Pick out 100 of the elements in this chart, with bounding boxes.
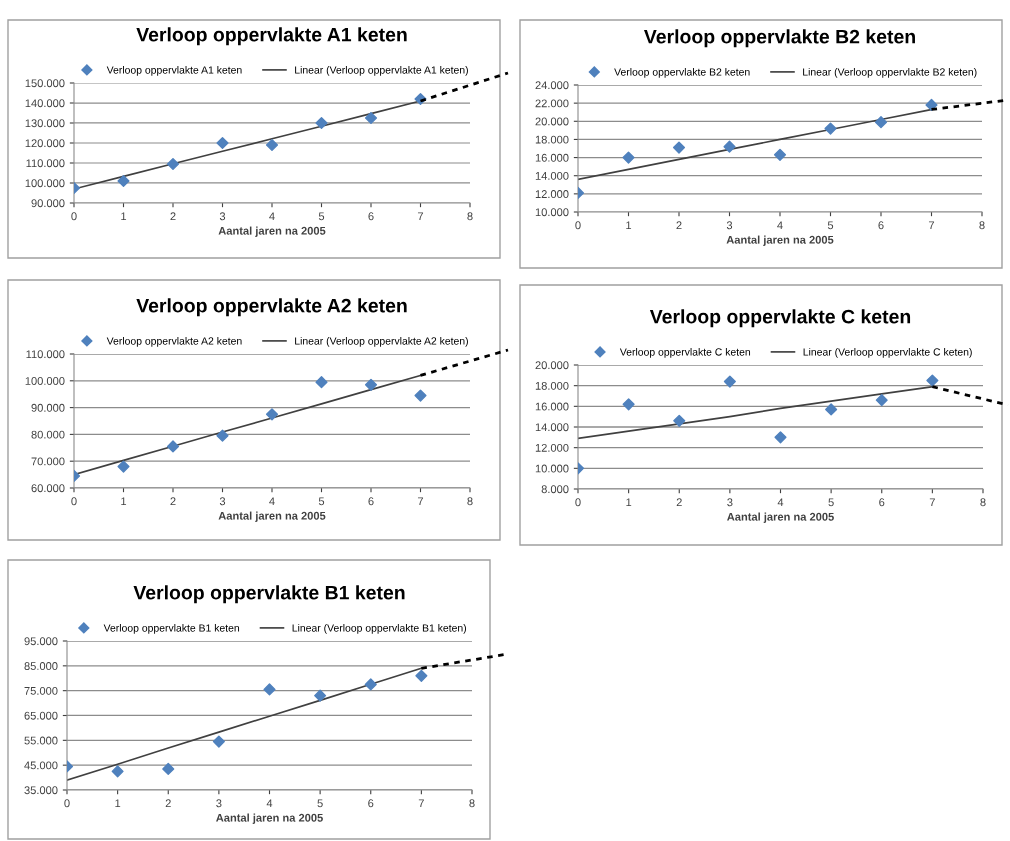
y-tick-label: 130.000 bbox=[25, 119, 65, 128]
y-tick-label: 100.000 bbox=[25, 179, 65, 188]
x-tick-label: 3 bbox=[219, 497, 226, 506]
y-tick-label: 110.000 bbox=[26, 350, 65, 359]
y-tick-label: 120.000 bbox=[25, 139, 65, 148]
y-tick-label: 90.000 bbox=[31, 199, 65, 208]
point bbox=[414, 389, 427, 402]
y-tick-label: 75.000 bbox=[24, 686, 58, 695]
point bbox=[723, 375, 736, 388]
y-tick-label: 8.000 bbox=[541, 485, 569, 494]
y-tick-label: 20.000 bbox=[535, 361, 569, 370]
chart-title: Verloop oppervlakte A2 keten bbox=[136, 298, 407, 317]
x-tick-label: 2 bbox=[676, 221, 682, 230]
x-axis-title: Aantal jaren na 2005 bbox=[218, 226, 326, 237]
x-tick-label: 0 bbox=[575, 221, 581, 230]
x-tick-label: 0 bbox=[71, 497, 77, 506]
x-axis-title: Aantal jaren na 2005 bbox=[216, 813, 323, 824]
chart-title: Verloop oppervlakte B1 keten bbox=[133, 585, 405, 604]
point bbox=[166, 157, 180, 171]
x-tick-label: 6 bbox=[368, 212, 374, 221]
y-tick-label: 45.000 bbox=[24, 761, 58, 770]
y-tick-label: 150.000 bbox=[25, 79, 65, 88]
chart-title: Verloop oppervlakte A1 keten bbox=[136, 27, 407, 46]
x-tick-label: 4 bbox=[777, 498, 784, 507]
point bbox=[774, 431, 787, 444]
y-tick-label: 85.000 bbox=[24, 662, 58, 670]
point bbox=[364, 111, 378, 125]
point bbox=[314, 689, 327, 702]
point bbox=[824, 122, 837, 135]
x-tick-label: 2 bbox=[165, 799, 171, 808]
y-tick-label: 22.000 bbox=[535, 99, 569, 108]
x-tick-label: 1 bbox=[121, 497, 127, 506]
x-tick-label: 5 bbox=[828, 498, 834, 507]
y-tick-label: 90.000 bbox=[31, 403, 65, 412]
y-tick-label: 110.000 bbox=[26, 159, 65, 168]
x-tick-label: 1 bbox=[115, 799, 121, 808]
x-tick-label: 8 bbox=[979, 221, 985, 230]
legend-label: Verloop oppervlakte B1 keten bbox=[103, 624, 240, 634]
point bbox=[926, 374, 939, 387]
x-tick-label: 3 bbox=[216, 799, 222, 808]
x-tick-label: 3 bbox=[726, 221, 733, 230]
x-tick-label: 7 bbox=[928, 221, 935, 230]
x-tick-label: 0 bbox=[64, 799, 70, 808]
x-tick-label: 2 bbox=[170, 212, 176, 221]
point bbox=[216, 136, 229, 150]
point bbox=[315, 376, 328, 389]
point bbox=[874, 116, 888, 129]
legend-label: Verloop oppervlakte A2 keten bbox=[106, 337, 242, 347]
point bbox=[672, 141, 686, 154]
point bbox=[673, 414, 686, 427]
x-tick-label: 7 bbox=[929, 498, 935, 507]
point bbox=[773, 148, 787, 161]
y-tick-label: 80.000 bbox=[31, 430, 65, 439]
x-tick-label: 1 bbox=[626, 221, 632, 230]
x-tick-label: 4 bbox=[269, 497, 275, 506]
x-tick-label: 5 bbox=[827, 221, 834, 230]
chart-title: Verloop oppervlakte B2 keten bbox=[643, 29, 915, 48]
y-tick-label: 18.000 bbox=[535, 381, 569, 390]
point bbox=[723, 140, 736, 153]
point bbox=[117, 174, 130, 188]
y-tick-label: 12.000 bbox=[535, 190, 569, 198]
x-tick-label: 1 bbox=[626, 498, 632, 507]
x-tick-label: 6 bbox=[879, 498, 885, 507]
point bbox=[265, 138, 279, 152]
x-axis-title: Aantal jaren na 2005 bbox=[727, 512, 834, 523]
legend-label: Verloop oppervlakte A1 keten bbox=[106, 66, 242, 76]
x-tick-label: 3 bbox=[219, 212, 226, 221]
legend-label: Linear (Verloop oppervlakte A1 keten) bbox=[295, 66, 468, 76]
x-tick-label: 2 bbox=[676, 498, 682, 507]
y-tick-label: 70.000 bbox=[31, 457, 65, 466]
x-tick-label: 6 bbox=[368, 799, 374, 808]
point bbox=[825, 403, 838, 416]
point bbox=[263, 683, 276, 696]
chart-title: Verloop oppervlakte C keten bbox=[649, 309, 911, 328]
y-tick-label: 24.000 bbox=[535, 81, 569, 90]
x-tick-label: 5 bbox=[317, 799, 323, 808]
y-tick-label: 55.000 bbox=[24, 736, 58, 745]
point bbox=[622, 151, 635, 164]
x-tick-label: 4 bbox=[266, 799, 273, 808]
y-tick-label: 14.000 bbox=[535, 423, 569, 432]
point bbox=[162, 762, 175, 775]
x-tick-label: 5 bbox=[318, 212, 325, 221]
x-tick-label: 8 bbox=[980, 498, 986, 507]
point bbox=[875, 394, 888, 407]
x-tick-label: 8 bbox=[467, 212, 473, 221]
y-tick-label: 10.000 bbox=[535, 208, 569, 217]
legend-label: Verloop oppervlakte C keten bbox=[619, 348, 751, 358]
y-tick-label: 60.000 bbox=[31, 484, 65, 493]
x-tick-label: 1 bbox=[121, 212, 127, 221]
x-tick-label: 0 bbox=[575, 498, 581, 507]
y-tick-label: 95.000 bbox=[24, 637, 58, 646]
x-axis-title: Aantal jaren na 2005 bbox=[218, 511, 326, 522]
x-tick-label: 8 bbox=[467, 497, 473, 506]
legend-label: Linear (Verloop oppervlakte A2 keten) bbox=[295, 337, 468, 347]
x-tick-label: 7 bbox=[417, 212, 424, 221]
x-tick-label: 4 bbox=[269, 212, 275, 221]
point bbox=[212, 735, 225, 748]
x-tick-label: 7 bbox=[418, 799, 424, 808]
point bbox=[117, 460, 130, 473]
point bbox=[315, 116, 328, 130]
